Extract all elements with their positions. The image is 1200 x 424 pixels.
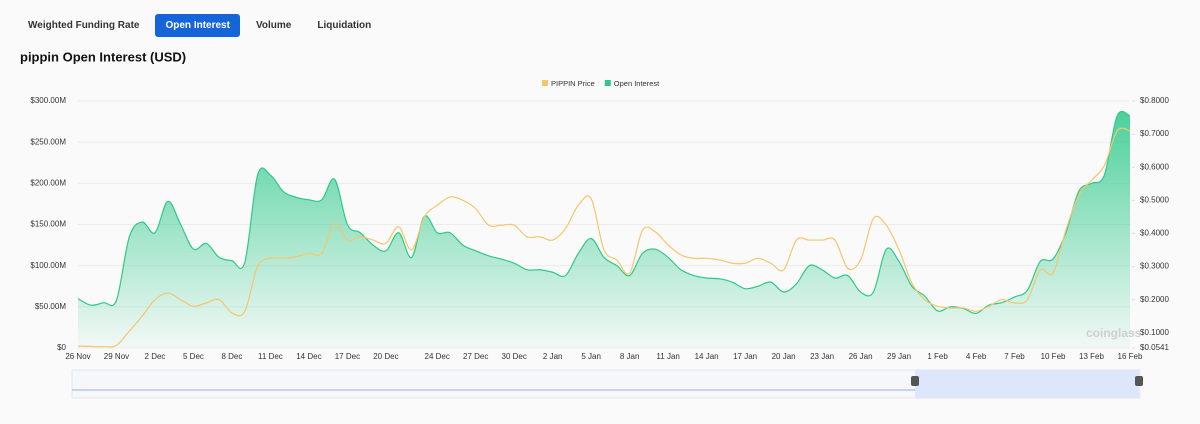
x-tick-label: 29 Nov: [104, 352, 129, 361]
y2-tick-label: $0.5000: [1140, 195, 1169, 204]
x-tick-label: 30 Dec: [502, 352, 527, 361]
x-tick-label: 17 Dec: [335, 352, 360, 361]
y2-tick-label: $0.8000: [1140, 96, 1169, 105]
area-edge: [77, 110, 1131, 315]
y2-tick-label: $0.0541: [1140, 343, 1169, 352]
y2-tick-label: $0.3000: [1140, 262, 1169, 271]
line: [77, 127, 1131, 348]
y-tick-label: $150.00M: [30, 220, 66, 229]
legend-label: PIPPIN Price: [551, 79, 595, 88]
x-tick-label: 8 Jan: [620, 352, 640, 361]
tab[interactable]: Weighted Funding Rate: [28, 20, 140, 31]
x-tick-label: 27 Dec: [463, 352, 488, 361]
navigator-selection[interactable]: [915, 370, 1139, 398]
x-tick-label: 11 Jan: [656, 352, 679, 361]
y-tick-label: $300.00M: [30, 96, 66, 105]
x-tick-label: 20 Jan: [772, 352, 796, 361]
y-tick-label: $250.00M: [30, 137, 66, 146]
x-tick-label: 8 Dec: [221, 352, 242, 361]
tab[interactable]: Volume: [255, 20, 292, 31]
x-tick-label: 4 Feb: [966, 352, 987, 361]
x-tick-label: 14 Jan: [695, 352, 719, 361]
x-tick-label: 11 Dec: [258, 352, 283, 361]
x-tick-label: 14 Dec: [296, 352, 321, 361]
legend-swatch: [542, 80, 548, 86]
tab-bar: Weighted Funding Rate Open Interest Volume…: [18, 14, 381, 37]
y2-tick-label: $0.6000: [1140, 162, 1169, 171]
y2-tick-label: $0.1000: [1140, 328, 1169, 337]
chart-title: pippin Open Interest (USD): [20, 49, 186, 64]
tab[interactable]: Open Interest: [155, 14, 240, 37]
y2-tick-label: $0.4000: [1140, 229, 1169, 238]
y-tick-label: $200.00M: [30, 178, 66, 187]
y2-tick-label: $0.7000: [1140, 129, 1169, 138]
x-tick-label: 10 Feb: [1041, 352, 1066, 361]
watermark: coinglass: [1086, 326, 1142, 340]
x-tick-label: 13 Feb: [1079, 352, 1104, 361]
x-tick-label: 26 Jan: [849, 352, 873, 361]
x-tick-label: 1 Feb: [927, 352, 948, 361]
x-tick-label: 26 Nov: [65, 352, 90, 361]
y-tick-label: $100.00M: [30, 261, 66, 270]
navigator-handle[interactable]: [1135, 376, 1143, 386]
x-tick-label: 2 Dec: [145, 352, 166, 361]
x-tick-label: 5 Dec: [183, 352, 204, 361]
x-tick-label: 5 Jan: [581, 352, 601, 361]
y-tick-label: $0: [57, 343, 66, 352]
x-tick-label: 2 Jan: [543, 352, 563, 361]
x-tick-label: 29 Jan: [887, 352, 911, 361]
tab[interactable]: Liquidation: [317, 20, 372, 31]
x-tick-label: 7 Feb: [1004, 352, 1025, 361]
x-tick-label: 17 Jan: [733, 352, 757, 361]
area: [78, 111, 1130, 348]
y2-tick-label: $0.2000: [1140, 295, 1169, 304]
legend-swatch: [604, 80, 611, 86]
legend-label: Open Interest: [614, 79, 660, 88]
y-tick-label: $50.00M: [35, 302, 66, 311]
x-tick-label: 20 Dec: [373, 352, 398, 361]
x-tick-label: 23 Jan: [810, 352, 834, 361]
x-tick-label: 24 Dec: [425, 352, 450, 361]
navigator-handle[interactable]: [911, 376, 919, 386]
x-tick-label: 16 Feb: [1118, 352, 1143, 361]
